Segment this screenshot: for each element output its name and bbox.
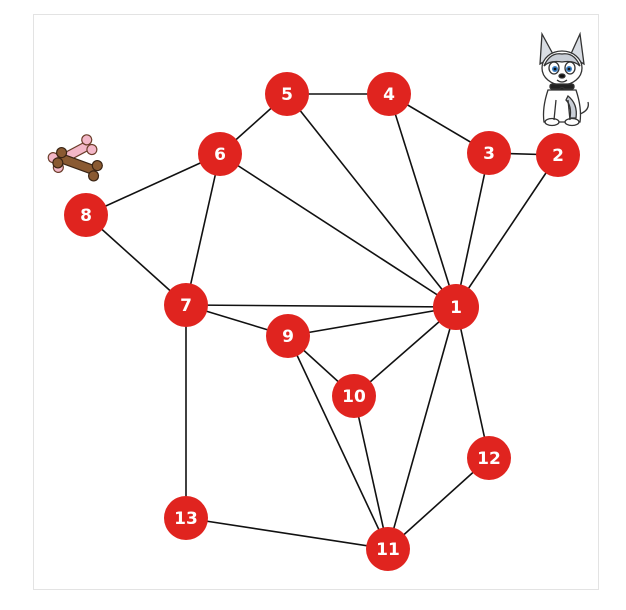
node-3: 3 xyxy=(467,131,511,175)
edge-12-1 xyxy=(455,306,490,459)
edge-12-11 xyxy=(387,457,490,550)
node-circle xyxy=(266,314,310,358)
node-label: 7 xyxy=(180,296,192,316)
node-6: 6 xyxy=(198,132,242,176)
node-circle xyxy=(332,374,376,418)
node-circle xyxy=(265,72,309,116)
edge-4-1 xyxy=(388,93,457,308)
edge-11-1 xyxy=(387,306,457,550)
node-label: 12 xyxy=(477,449,501,469)
node-circle xyxy=(467,131,511,175)
edge-9-11 xyxy=(287,335,389,550)
edge-6-8 xyxy=(85,153,221,216)
node-2: 2 xyxy=(536,133,580,177)
node-circle xyxy=(433,284,479,330)
node-label: 2 xyxy=(552,146,564,166)
node-label: 9 xyxy=(282,327,294,347)
node-label: 8 xyxy=(80,206,92,226)
node-10: 10 xyxy=(332,374,376,418)
node-7: 7 xyxy=(164,283,208,327)
node-13: 13 xyxy=(164,496,208,540)
node-circle xyxy=(164,496,208,540)
node-label: 1 xyxy=(450,298,462,318)
edge-3-1 xyxy=(455,152,490,308)
node-circle xyxy=(64,193,108,237)
node-1: 1 xyxy=(433,284,479,330)
node-circle xyxy=(367,72,411,116)
edge-10-11 xyxy=(353,395,389,550)
node-11: 11 xyxy=(366,527,410,571)
dog-bones-icon xyxy=(47,134,103,182)
node-circle xyxy=(536,133,580,177)
edge-7-1 xyxy=(185,304,457,308)
edge-9-1 xyxy=(287,306,457,337)
node-label: 4 xyxy=(383,85,395,105)
node-label: 10 xyxy=(342,387,366,407)
diagram-frame xyxy=(33,14,599,590)
node-circle xyxy=(467,436,511,480)
node-4: 4 xyxy=(367,72,411,116)
edge-6-1 xyxy=(219,153,457,308)
node-label: 5 xyxy=(281,85,293,105)
node-circle xyxy=(366,527,410,571)
node-9: 9 xyxy=(266,314,310,358)
edge-2-1 xyxy=(455,154,559,308)
node-label: 13 xyxy=(174,509,198,529)
node-12: 12 xyxy=(467,436,511,480)
node-circle xyxy=(164,283,208,327)
cartoon-dog-icon xyxy=(539,31,589,127)
node-5: 5 xyxy=(265,72,309,116)
edge-13-11 xyxy=(185,517,389,550)
node-label: 11 xyxy=(376,540,400,560)
edge-8-7 xyxy=(85,214,187,306)
edge-6-7 xyxy=(185,153,221,306)
node-label: 6 xyxy=(214,145,226,165)
node-label: 3 xyxy=(483,144,495,164)
node-8: 8 xyxy=(64,193,108,237)
node-circle xyxy=(198,132,242,176)
edge-5-1 xyxy=(286,93,457,308)
